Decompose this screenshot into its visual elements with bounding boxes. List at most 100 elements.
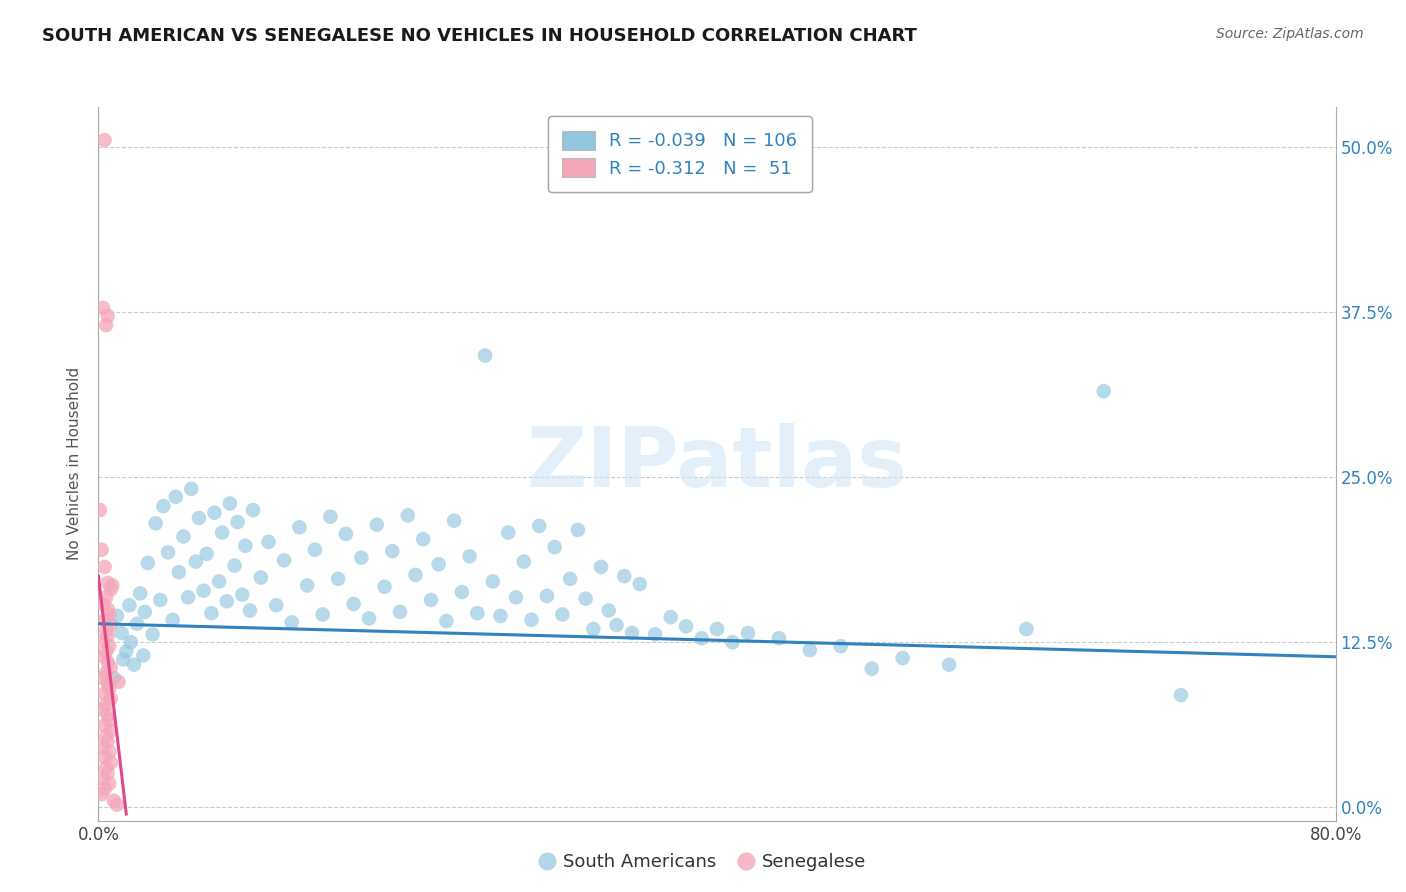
Point: [98, 607, 121, 622]
Point: [891, 651, 914, 665]
Point: [90, 787, 112, 801]
Legend: South Americans, Senegalese: South Americans, Senegalese: [533, 847, 873, 879]
Point: [100, 618, 122, 632]
Point: [266, 599, 288, 613]
Point: [173, 529, 195, 543]
Point: [326, 572, 350, 586]
Point: [606, 618, 628, 632]
Point: [768, 632, 790, 646]
Point: [312, 607, 335, 622]
Point: [706, 622, 728, 636]
Point: [142, 627, 165, 641]
Point: [288, 520, 311, 534]
Point: [799, 643, 821, 657]
Point: [105, 608, 128, 623]
Point: [242, 503, 264, 517]
Point: [97, 766, 120, 780]
Point: [100, 723, 122, 738]
Point: [90, 542, 112, 557]
Point: [122, 657, 145, 672]
Point: [257, 534, 280, 549]
Text: ZIPatlas: ZIPatlas: [527, 424, 907, 504]
Point: [167, 565, 190, 579]
Point: [830, 639, 852, 653]
Point: [97, 575, 120, 590]
Point: [343, 597, 366, 611]
Point: [215, 594, 238, 608]
Point: [89, 503, 111, 517]
Point: [96, 644, 118, 658]
Point: [93, 750, 115, 764]
Point: [467, 606, 489, 620]
Text: SOUTH AMERICAN VS SENEGALESE NO VEHICLES IN HOUSEHOLD CORRELATION CHART: SOUTH AMERICAN VS SENEGALESE NO VEHICLES…: [42, 27, 917, 45]
Point: [100, 756, 122, 770]
Point: [91, 301, 114, 315]
Point: [675, 619, 697, 633]
Point: [100, 692, 122, 706]
Point: [97, 602, 120, 616]
Point: [134, 605, 156, 619]
Point: [96, 318, 118, 332]
Point: [659, 610, 682, 624]
Point: [200, 606, 222, 620]
Point: [231, 588, 253, 602]
Point: [474, 349, 496, 363]
Point: [93, 687, 115, 701]
Point: [97, 629, 120, 643]
Point: [628, 577, 651, 591]
Point: [149, 593, 172, 607]
Point: [396, 508, 419, 523]
Point: [226, 515, 249, 529]
Point: [105, 797, 128, 812]
Y-axis label: No Vehicles in Household: No Vehicles in Household: [67, 368, 83, 560]
Point: [1170, 688, 1192, 702]
Point: [96, 624, 118, 638]
Point: [235, 539, 257, 553]
Point: [621, 626, 644, 640]
Point: [443, 514, 465, 528]
Point: [273, 553, 295, 567]
Point: [224, 558, 246, 573]
Point: [98, 681, 121, 696]
Point: [536, 589, 558, 603]
Point: [177, 591, 200, 605]
Point: [388, 605, 412, 619]
Point: [193, 583, 215, 598]
Point: [91, 634, 114, 648]
Point: [644, 627, 666, 641]
Point: [938, 657, 960, 672]
Point: [93, 781, 115, 796]
Point: [359, 611, 381, 625]
Point: [97, 676, 120, 690]
Point: [100, 660, 122, 674]
Point: [98, 745, 121, 759]
Point: [520, 613, 543, 627]
Point: [412, 532, 434, 546]
Point: [335, 527, 357, 541]
Point: [120, 635, 142, 649]
Point: [100, 582, 122, 597]
Point: [93, 560, 115, 574]
Point: [93, 649, 115, 664]
Point: [97, 734, 120, 748]
Point: [451, 585, 474, 599]
Point: [103, 794, 125, 808]
Point: [436, 614, 458, 628]
Point: [374, 580, 396, 594]
Point: [111, 626, 134, 640]
Point: [211, 525, 233, 540]
Point: [543, 540, 565, 554]
Legend: R = -0.039   N = 106, R = -0.312   N =  51: R = -0.039 N = 106, R = -0.312 N = 51: [548, 116, 811, 192]
Point: [529, 519, 551, 533]
Point: [157, 545, 180, 559]
Point: [101, 578, 124, 592]
Text: Source: ZipAtlas.com: Source: ZipAtlas.com: [1216, 27, 1364, 41]
Point: [97, 309, 120, 323]
Point: [184, 555, 207, 569]
Point: [319, 509, 342, 524]
Point: [91, 597, 114, 611]
Point: [152, 499, 174, 513]
Point: [107, 674, 129, 689]
Point: [115, 644, 138, 658]
Point: [136, 556, 159, 570]
